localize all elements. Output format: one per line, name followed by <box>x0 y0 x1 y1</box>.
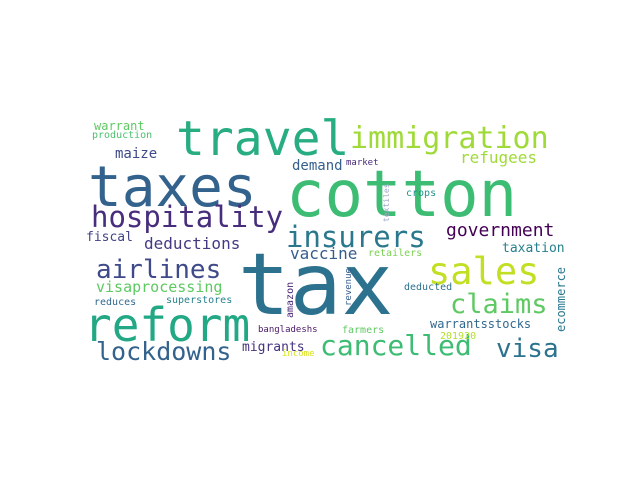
word-deductions: deductions <box>144 234 241 253</box>
word-retailers: retailers <box>368 248 423 259</box>
word-refugees: refugees <box>460 148 538 167</box>
word-taxes: taxes <box>88 155 257 220</box>
word-tax: tax <box>238 235 394 335</box>
word-warrant: warrant <box>94 119 145 133</box>
word-hospitality: hospitality <box>91 200 284 234</box>
word-immigration: immigration <box>350 121 549 156</box>
word-cancelled: cancelled <box>320 329 472 362</box>
word-amazon: amazon <box>285 281 296 318</box>
word-fiscal: fiscal <box>86 230 133 245</box>
word-deducted: deducted <box>404 282 453 293</box>
word-superstores: superstores <box>166 295 233 306</box>
word-201920: 201920 <box>440 331 477 342</box>
word-taxation: taxation <box>502 241 565 256</box>
word-ecommerce: ecommerce <box>554 266 568 332</box>
word-revenue: revenue <box>344 268 354 306</box>
word-vaccine: vaccine <box>290 244 358 263</box>
word-warrantsstocks: warrantsstocks <box>430 317 532 331</box>
word-income: income <box>282 349 315 359</box>
word-insurers: insurers <box>286 220 426 254</box>
word-farmers: farmers <box>342 325 385 336</box>
word-crops: crops <box>406 188 437 199</box>
word-claims: claims <box>450 289 548 320</box>
word-travel: travel <box>176 111 350 167</box>
word-reform: reform <box>84 298 251 352</box>
word-reduces: reduces <box>94 297 137 308</box>
word-production: production <box>92 130 153 141</box>
word-visaprocessing: visaprocessing <box>96 278 223 296</box>
word-lockdowns: lockdowns <box>96 337 232 366</box>
word-market: market <box>346 158 379 168</box>
word-migrants: migrants <box>242 340 305 355</box>
word-demand: demand <box>292 158 343 174</box>
word-government: government <box>446 220 555 241</box>
word-bangladeshs: bangladeshs <box>258 325 318 335</box>
word-maize: maize <box>115 146 158 162</box>
word-airlines: airlines <box>96 255 222 285</box>
word-cotton: cotton <box>286 158 518 232</box>
word-visa: visa <box>496 334 559 364</box>
word-sales: sales <box>428 250 540 293</box>
word-textiles: textiles <box>382 183 391 222</box>
